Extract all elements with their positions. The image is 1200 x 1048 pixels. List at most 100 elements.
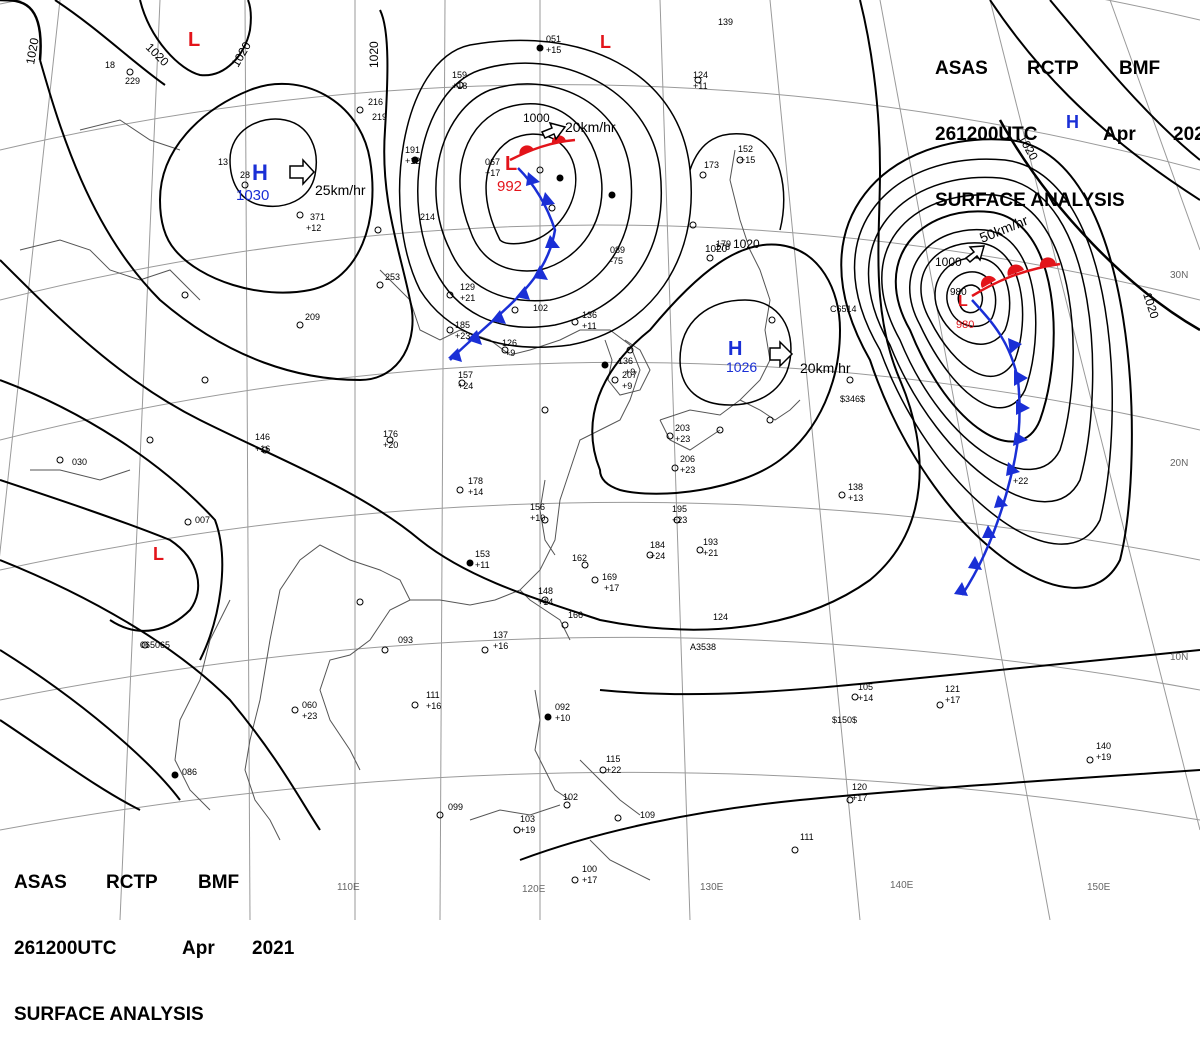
station-value: +10 xyxy=(555,713,570,723)
longitude-line xyxy=(244,0,251,920)
header-line-1: ASAS RCTP BMF xyxy=(935,58,1200,80)
station-value: +19 xyxy=(520,825,535,835)
station-value: +23 xyxy=(675,434,690,444)
station-circle xyxy=(611,376,619,384)
footer-line-2: 261200UTC Apr 2021 xyxy=(14,938,294,960)
cold-front-triangle xyxy=(516,286,530,300)
station-value: 253 xyxy=(385,272,400,282)
station-circle xyxy=(374,226,382,234)
station-value: +12 xyxy=(306,223,321,233)
station-circle xyxy=(591,576,599,584)
high-pressure-marker: H xyxy=(1066,112,1079,132)
isobar-label: 1020 xyxy=(733,237,760,251)
isobar xyxy=(0,559,321,831)
longitude-line xyxy=(659,0,691,920)
station-value: +23 xyxy=(302,711,317,721)
station-value: 103 xyxy=(520,814,535,824)
station-value: 065 xyxy=(140,640,155,650)
station-value: +24 xyxy=(650,551,665,561)
station-value: 214 xyxy=(420,212,435,222)
station-value: 007 xyxy=(195,515,210,525)
station-value: 129 xyxy=(460,282,475,292)
isobar xyxy=(920,242,1024,378)
station-value: $346$ xyxy=(840,394,865,404)
station-value: 111 xyxy=(426,690,440,700)
agency-label: ASAS xyxy=(14,872,67,893)
cold-front-triangle xyxy=(467,330,482,345)
station-value: 137 xyxy=(493,630,508,640)
motion-arrow xyxy=(540,121,567,141)
warm-front-line xyxy=(971,262,1061,298)
month-label: Apr xyxy=(182,938,215,959)
station-circle xyxy=(356,106,364,114)
station-circle xyxy=(736,156,744,164)
station-circle xyxy=(466,559,474,567)
station-circle xyxy=(456,81,464,89)
station-value: +22 xyxy=(1013,476,1028,486)
isobar xyxy=(909,228,1037,409)
longitude-label: 120E xyxy=(522,884,546,895)
isobar xyxy=(0,0,42,61)
isobar xyxy=(867,176,1094,503)
station-value: 093 xyxy=(398,635,413,645)
longitude-line xyxy=(119,0,161,920)
station-value: 159 xyxy=(452,70,467,80)
station-circle xyxy=(838,491,846,499)
isobar xyxy=(0,719,141,811)
coastline xyxy=(30,469,131,481)
coastline xyxy=(659,149,771,421)
chart-footer: ASAS RCTP BMF 261200UTC Apr 2021 SURFACE ANA… xyxy=(14,828,294,1048)
station-circle xyxy=(581,561,589,569)
station-value: $150$ xyxy=(832,715,857,725)
station-value: +13 xyxy=(848,493,863,503)
cold-front-triangle xyxy=(448,348,462,362)
station-value: 195 xyxy=(672,504,687,514)
low-pressure-marker: L xyxy=(188,29,200,51)
station-value: 126 xyxy=(502,338,517,348)
latitude-line xyxy=(0,224,1200,301)
station-value: 216 xyxy=(368,97,383,107)
station-circle xyxy=(716,426,724,434)
station-circle xyxy=(296,211,304,219)
station-reports: 18 229 13 28 371 +12 214 216 219 253 209… xyxy=(72,17,1111,885)
isobar xyxy=(934,257,1011,345)
isobar xyxy=(599,649,1200,696)
station-circle xyxy=(171,771,179,779)
isobar xyxy=(998,119,1200,332)
station-value: +15 xyxy=(546,45,561,55)
isobar xyxy=(417,62,662,328)
cold-front-triangle xyxy=(533,265,548,280)
station-value: +21 xyxy=(460,293,475,303)
station-circle xyxy=(146,436,154,444)
isobar-label: 1000 xyxy=(523,111,550,125)
latitude-line xyxy=(0,501,1200,571)
station-circle xyxy=(571,876,579,884)
cold-front-triangle xyxy=(968,556,982,570)
datetime-label: 261200UTC xyxy=(935,124,1038,145)
coastline xyxy=(589,839,651,881)
latitude-label: 10N xyxy=(1170,652,1188,663)
station-circle xyxy=(456,486,464,494)
cold-front-triangle xyxy=(994,495,1008,508)
station-circle xyxy=(544,713,552,721)
station-value: 099 xyxy=(448,802,463,812)
station-circle xyxy=(386,436,394,444)
isobar xyxy=(139,0,252,77)
station-value: 121 xyxy=(945,684,960,694)
datetime-label: 261200UTC xyxy=(14,938,117,959)
station-circle xyxy=(446,326,454,334)
station-circle xyxy=(181,291,189,299)
station-value: 115 xyxy=(606,754,620,764)
station-circle xyxy=(768,316,776,324)
warm-front-semicircle xyxy=(519,145,534,156)
station-circle xyxy=(411,701,419,709)
station-value: +11 xyxy=(475,560,490,570)
latitude-line xyxy=(0,771,1200,831)
station-value: +21 xyxy=(703,548,718,558)
latitude-label: 20N xyxy=(1170,458,1188,469)
cold-fronts xyxy=(448,167,1030,596)
station-value: +9 xyxy=(505,348,515,358)
station-circle xyxy=(671,464,679,472)
station-circle xyxy=(184,518,192,526)
low-pressure-value: 992 xyxy=(497,178,522,195)
